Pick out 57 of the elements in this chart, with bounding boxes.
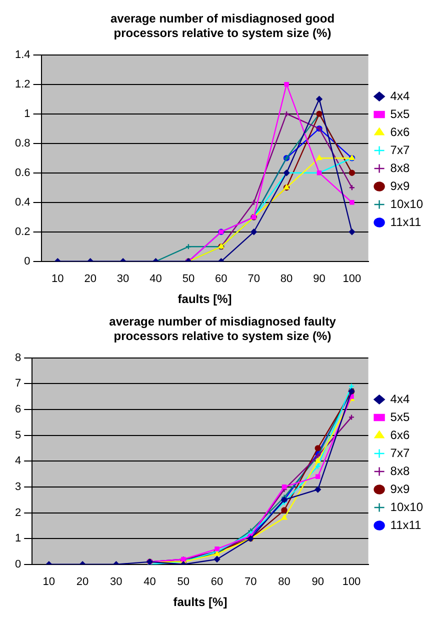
x-tick-label: 70 xyxy=(248,273,260,286)
y-tick-label: 0.4 xyxy=(14,196,30,208)
y-tick-label: 8 xyxy=(14,352,22,364)
legend-label: 7x7 xyxy=(390,446,410,460)
x-tick-label: 30 xyxy=(110,576,122,588)
x-tick-label: 80 xyxy=(280,273,293,286)
x-tick-label: 100 xyxy=(342,273,362,286)
y-tick-label: 7 xyxy=(14,378,22,390)
legend-label: 6x6 xyxy=(390,428,410,442)
y-tick-label: 6 xyxy=(14,403,22,416)
legend-label: 9x9 xyxy=(390,178,410,193)
x-tick-label: 10 xyxy=(42,576,56,588)
x-tick-label: 40 xyxy=(150,273,162,286)
x-tick-label: 60 xyxy=(215,273,228,286)
y-tick-label: 1 xyxy=(24,108,30,120)
y-tick-label: 0.8 xyxy=(14,137,30,150)
y-tick-label: 4 xyxy=(14,455,22,468)
y-tick-label: 1 xyxy=(14,532,22,545)
legend-label: 11x11 xyxy=(390,214,422,229)
x-tick-label: 90 xyxy=(313,273,326,286)
y-tick-label: 2 xyxy=(14,506,22,519)
x-tick-label: 70 xyxy=(244,576,257,588)
x-tick-label: 60 xyxy=(210,576,224,588)
legend-label: 5x5 xyxy=(390,410,410,424)
chart-title: average number of misdiagnosed faulty processors relative to system size (%) xyxy=(109,314,336,343)
x-tick-label: 50 xyxy=(177,576,190,588)
y-tick-label: 0 xyxy=(14,558,22,570)
x-tick-label: 30 xyxy=(116,273,130,286)
x-tick-label: 80 xyxy=(278,576,290,588)
y-tick-label: 0.2 xyxy=(14,226,30,238)
legend-label: 10x10 xyxy=(390,500,424,514)
y-tick-label: 1.2 xyxy=(14,78,30,90)
legend-label: 6x6 xyxy=(390,124,410,139)
x-tick-label: 20 xyxy=(76,576,89,588)
x-tick-label: 10 xyxy=(52,273,64,286)
x-tick-label: 20 xyxy=(84,273,96,286)
y-tick-label: 5 xyxy=(14,429,22,442)
y-tick-label: 0.6 xyxy=(14,166,30,179)
legend-label: 11x11 xyxy=(390,518,422,532)
x-tick-label: 50 xyxy=(182,273,195,286)
y-tick-label: 0 xyxy=(24,255,30,268)
legend-label: 7x7 xyxy=(390,142,410,157)
y-tick-label: 3 xyxy=(14,480,22,493)
y-tick-label: 1.4 xyxy=(14,48,30,61)
legend-label: 5x5 xyxy=(390,106,410,121)
chart-title: average number of misdiagnosed good processors relative to system size (%) xyxy=(110,12,335,40)
x-tick-label: 100 xyxy=(342,576,361,588)
legend-label: 8x8 xyxy=(390,464,410,478)
legend-label: 10x10 xyxy=(390,196,424,211)
legend-label: 9x9 xyxy=(390,482,410,496)
x-axis-title: faults [%] xyxy=(178,292,232,306)
legend-label: 4x4 xyxy=(390,88,410,103)
legend-label: 8x8 xyxy=(390,160,410,175)
x-axis-title: faults [%] xyxy=(173,595,228,610)
x-tick-label: 40 xyxy=(144,576,156,588)
x-tick-label: 90 xyxy=(312,576,324,588)
legend-label: 4x4 xyxy=(390,392,410,406)
